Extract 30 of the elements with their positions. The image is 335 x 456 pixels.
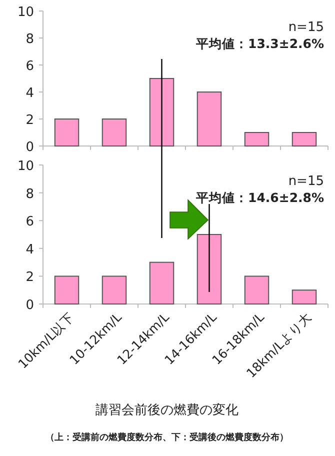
- y-tick-label: 8: [26, 32, 34, 47]
- annotation: n=15: [288, 20, 324, 35]
- y-tick-label: 0: [26, 140, 34, 155]
- bar: [292, 132, 317, 146]
- bar: [149, 78, 174, 146]
- bar: [149, 262, 174, 304]
- bar: [102, 276, 127, 304]
- text: （上：受講前の燃費度数分布、下：受講後の燃費度数分布）: [46, 432, 288, 443]
- y-tick-label: 8: [26, 186, 34, 202]
- bar: [196, 92, 222, 146]
- annotation: n=15: [288, 174, 324, 189]
- bar: [244, 132, 270, 146]
- y-tick-label: 6: [26, 59, 34, 74]
- y-tick-label: 2: [26, 270, 34, 286]
- bar: [196, 234, 222, 304]
- bar: [54, 118, 80, 146]
- bar: [102, 118, 127, 146]
- y-tick-label: 10: [17, 159, 34, 174]
- y-tick-label: 0: [26, 298, 34, 313]
- bar: [54, 276, 80, 304]
- y-tick-label: 4: [26, 86, 34, 101]
- y-tick-label: 6: [26, 214, 34, 230]
- annotation: 平均値：14.6±2.8%: [195, 190, 324, 205]
- bar: [292, 290, 317, 304]
- y-tick-label: 4: [26, 242, 34, 258]
- annotation: 平均値：13.3±2.6%: [195, 36, 324, 51]
- x-axis-title: 講習会前後の燃費の変化: [96, 402, 238, 418]
- y-tick-label: 10: [17, 5, 34, 20]
- bar: [244, 276, 270, 304]
- y-tick-label: 2: [26, 113, 34, 128]
